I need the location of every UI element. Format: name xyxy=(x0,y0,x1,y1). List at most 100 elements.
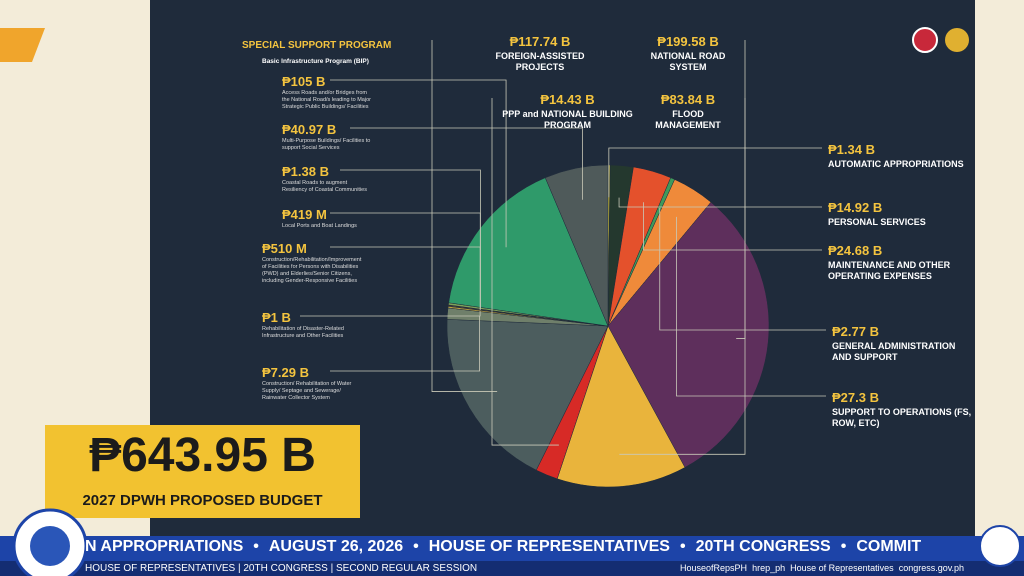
slice-label: ₱27.3 B SUPPORT TO OPERATIONS (FS, ROW, E… xyxy=(832,390,972,429)
value-label: ₱24.68 B xyxy=(828,243,883,258)
value-label: ₱27.3 B xyxy=(832,390,879,405)
ticker-item: HOUSE OF REPRESENTATIVES xyxy=(428,538,670,555)
accent-shape xyxy=(0,28,45,62)
category-label: Construction/Rehabilitation/Improvement … xyxy=(262,257,362,284)
value-label: ₱14.92 B xyxy=(828,200,883,215)
slice-label: ₱199.58 B NATIONAL ROAD SYSTEM xyxy=(640,34,736,73)
connector xyxy=(340,169,481,309)
footer-item: congress.gov.ph xyxy=(898,563,965,573)
slice-label: ₱1 B Rehabilitation of Disaster-Related I… xyxy=(262,310,352,340)
value-label: ₱117.74 B xyxy=(509,34,571,49)
footer-item: hrep_ph xyxy=(752,563,786,573)
group-subtitle: Basic Infrastructure Program (BIP) xyxy=(262,58,369,65)
slice-label: ₱105 B Access Roads and/or Bridges from t… xyxy=(282,74,372,111)
value-label: ₱419 M xyxy=(282,207,327,222)
connector xyxy=(618,197,822,208)
headline-amount: ₱643.95 B xyxy=(89,429,316,482)
value-label: ₱83.84 B xyxy=(660,92,716,107)
value-label: ₱1.38 B xyxy=(282,164,329,179)
value-label: ₱199.58 B xyxy=(657,34,719,49)
connector xyxy=(431,40,498,392)
value-label: ₱2.77 B xyxy=(832,324,879,339)
value-label: ₱7.29 B xyxy=(262,365,309,380)
category-label: FOREIGN-ASSISTED PROJECTS xyxy=(495,51,585,72)
slice-label: ₱2.77 B GENERAL ADMINISTRATION AND SUPPOR… xyxy=(832,324,972,363)
connectors xyxy=(300,40,826,455)
slice-label: ₱40.97 B Multi-Purpose Buildings/ Facilit… xyxy=(282,122,372,152)
slice-label: ₱14.92 B PERSONAL SERVICES xyxy=(828,200,968,228)
value-label: ₱40.97 B xyxy=(282,122,337,137)
pie-slice xyxy=(544,164,609,327)
footer-item: House of Representatives xyxy=(790,563,894,573)
group-title: SPECIAL SUPPORT PROGRAM xyxy=(242,40,392,51)
slice-label: ₱1.38 B Coastal Roads to augment Resilien… xyxy=(282,164,367,194)
logo xyxy=(945,28,969,52)
connector xyxy=(643,202,822,251)
headline-box xyxy=(45,425,360,518)
value-label: ₱1.34 B xyxy=(828,142,875,157)
ticker-item: COMMIT xyxy=(856,538,922,555)
separator: • xyxy=(679,538,686,555)
connector xyxy=(619,98,746,455)
slice-label: ₱1.34 B AUTOMATIC APPROPRIATIONS xyxy=(828,142,968,170)
footer-bar xyxy=(0,561,1024,576)
value-label: ₱14.43 B xyxy=(540,92,595,107)
slice-label: ₱83.84 B FLOOD MANAGEMENT xyxy=(640,92,736,131)
category-label: FLOOD MANAGEMENT xyxy=(655,109,721,130)
logo xyxy=(912,27,938,53)
ticker-bar xyxy=(0,536,1024,561)
headline-caption: 2027 DPWH PROPOSED BUDGET xyxy=(82,492,323,509)
category-label: NATIONAL ROAD SYSTEM xyxy=(650,51,726,72)
connector xyxy=(330,79,507,248)
footer-item: HouseofRepsPH xyxy=(680,563,748,573)
category-label: MAINTENANCE AND OTHER OPERATING EXPENSES xyxy=(828,260,951,281)
seal-inner xyxy=(30,526,70,566)
seal xyxy=(979,525,1021,567)
pie-slice xyxy=(556,325,686,488)
slice-label: ₱14.43 B PPP and NATIONAL BUILDING PROGRA… xyxy=(500,92,635,131)
slice-label: ₱24.68 B MAINTENANCE AND OTHER OPERATING … xyxy=(828,243,968,282)
category-label: Rehabilitation of Disaster-Related Infra… xyxy=(262,326,344,339)
separator: | xyxy=(327,563,336,574)
ticker-item: AUGUST 26, 2026 xyxy=(268,538,404,555)
category-label: PERSONAL SERVICES xyxy=(828,217,926,227)
connector xyxy=(350,127,583,200)
category-label: AUTOMATIC APPROPRIATIONS xyxy=(828,159,964,169)
value-label: ₱510 M xyxy=(262,241,307,256)
ticker-item: 20TH CONGRESS xyxy=(695,538,831,555)
separator: • xyxy=(840,538,847,555)
category-label: Access Roads and/or Bridges from the Nat… xyxy=(282,90,371,110)
slice-label: ₱7.29 B Construction/ Rehabilitation of W… xyxy=(262,365,362,402)
category-label: SUPPORT TO OPERATIONS (FS, ROW, ETC) xyxy=(832,407,972,428)
category-label: Coastal Roads to augment Resiliency of C… xyxy=(282,180,367,193)
connector xyxy=(659,208,826,331)
separator: • xyxy=(413,538,419,555)
right-panel xyxy=(975,0,1024,536)
slice-label: ₱510 M Construction/Rehabilitation/Improv… xyxy=(262,241,367,285)
category-label: Construction/ Rehabilitation of Water Su… xyxy=(262,381,352,401)
footer-social: HouseofRepsPH hrep_ph House of Represent… xyxy=(680,563,964,573)
footer-item: 20TH CONGRESS xyxy=(243,563,328,574)
connector xyxy=(300,310,481,317)
slice-label: ₱117.74 B FOREIGN-ASSISTED PROJECTS xyxy=(480,34,600,73)
footer-left: HOUSE OF REPRESENTATIVES | 20TH CONGRESS… xyxy=(85,563,477,574)
category-label: PPP and NATIONAL BUILDING PROGRAM xyxy=(502,109,633,130)
connector xyxy=(608,147,822,198)
category-label: Local Ports and Boat Landings xyxy=(282,223,357,229)
ticker: N APPROPRIATIONS • AUGUST 26, 2026 • HOUSE O… xyxy=(85,538,931,556)
footer-item: HOUSE OF REPRESENTATIVES xyxy=(85,563,236,574)
pie-slice xyxy=(607,201,770,468)
pie xyxy=(446,164,770,488)
separator: | xyxy=(235,563,244,574)
ticker-item: N APPROPRIATIONS xyxy=(85,538,244,555)
slice-label: ₱419 M Local Ports and Boat Landings xyxy=(282,207,362,230)
footer-item: SECOND REGULAR SESSION xyxy=(336,563,478,574)
value-label: ₱1 B xyxy=(262,310,291,325)
pie-slice xyxy=(446,319,609,471)
connector xyxy=(330,316,480,372)
connector xyxy=(676,216,826,397)
category-label: GENERAL ADMINISTRATION AND SUPPORT xyxy=(832,341,956,362)
separator: • xyxy=(253,538,259,555)
